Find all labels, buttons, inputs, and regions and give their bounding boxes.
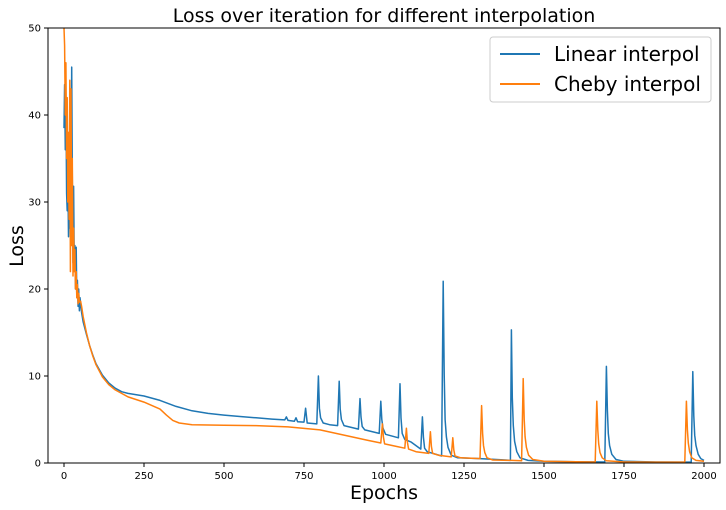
- series-line-1: [63, 28, 705, 463]
- x-tick-label: 1250: [451, 471, 476, 482]
- x-tick-label: 500: [214, 471, 233, 482]
- legend-box: [489, 36, 712, 103]
- x-tick-label: 1750: [611, 471, 636, 482]
- x-axis-label: Epochs: [350, 482, 418, 504]
- chart-title: Loss over iteration for different interp…: [173, 5, 596, 27]
- legend-label-linear: Linear interpol: [554, 42, 700, 66]
- legend: Linear interpol Cheby interpol: [489, 36, 712, 103]
- legend-label-cheby: Cheby interpol: [554, 72, 701, 96]
- series-layer: [63, 28, 705, 463]
- y-axis: 0 10 20 30 40 50: [28, 24, 48, 470]
- y-tick-label: 50: [28, 24, 41, 35]
- x-tick-label: 0: [61, 471, 67, 482]
- x-axis: 0 250 500 750 1000 1250 1500 1750 2000: [61, 463, 717, 482]
- y-tick-label: 0: [35, 459, 41, 470]
- x-tick-label: 1000: [371, 471, 396, 482]
- y-tick-label: 40: [28, 111, 41, 122]
- x-tick-label: 1500: [531, 471, 556, 482]
- x-tick-label: 750: [294, 471, 313, 482]
- x-tick-label: 2000: [691, 471, 716, 482]
- series-line-0: [63, 66, 705, 463]
- x-tick-label: 250: [134, 471, 153, 482]
- y-tick-label: 10: [28, 372, 41, 383]
- y-tick-label: 20: [28, 285, 41, 296]
- y-tick-label: 30: [28, 198, 41, 209]
- y-axis-label: Loss: [6, 225, 28, 267]
